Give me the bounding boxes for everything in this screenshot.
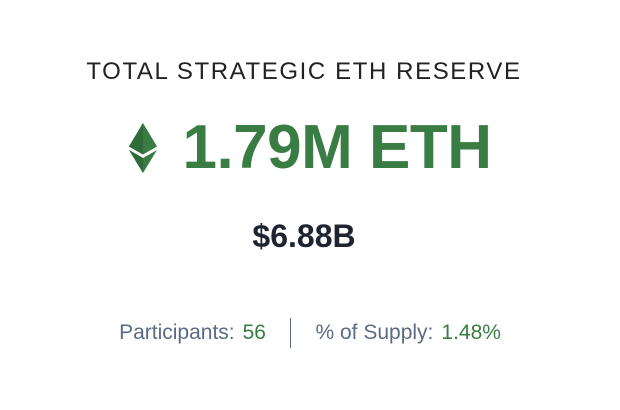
ethereum-icon	[129, 123, 158, 173]
reserve-eth-amount: 1.79M ETH	[182, 113, 492, 182]
reserve-title: TOTAL STRATEGIC ETH RESERVE	[86, 58, 522, 85]
supply-value: 1.48%	[441, 321, 501, 344]
supply-label: % of Supply:	[315, 321, 434, 344]
participants-value: 56	[242, 321, 266, 344]
reserve-amount-row: 1.79M ETH	[0, 112, 620, 184]
participants-label: Participants:	[119, 321, 235, 344]
reserve-usd-value: $6.88B	[252, 218, 356, 254]
stats-divider	[289, 318, 292, 348]
reserve-stats: Participants: 56 % of Supply: 1.48%	[0, 318, 620, 348]
